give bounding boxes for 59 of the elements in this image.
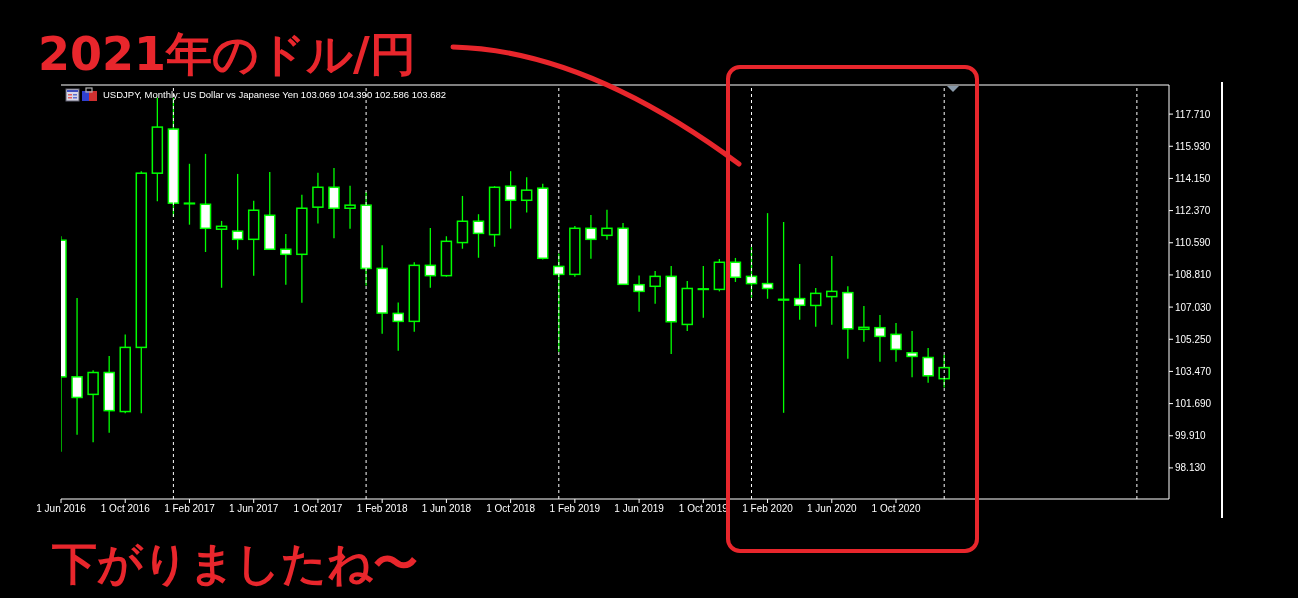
candlestick: [729, 257, 742, 283]
text: 下がりましたね〜: [52, 536, 418, 592]
x-tick-label: 1 Jun 2018: [421, 503, 472, 515]
candlestick: [392, 301, 404, 352]
y-tick-label: 115.930: [1175, 140, 1211, 152]
candlestick: [424, 227, 437, 289]
candlestick: [906, 330, 918, 378]
candlestick: [456, 195, 469, 250]
y-tick-label: 105.250: [1175, 333, 1212, 345]
y-tick-label: 99.910: [1175, 430, 1207, 442]
candlestick: [809, 287, 822, 328]
candlestick: [472, 213, 485, 259]
x-tick-label: 1 Jun 2019: [614, 503, 665, 515]
x-tick-label: 1 Feb 2018: [356, 503, 408, 515]
candlestick: [585, 214, 597, 260]
y-tick-label: 110.590: [1175, 237, 1211, 249]
candlestick: [520, 176, 533, 214]
x-tick-label: 1 Oct 2017: [293, 503, 343, 515]
y-tick-label: 101.690: [1175, 398, 1212, 410]
candlestick: [826, 255, 838, 326]
y-tick-label: 98.130: [1175, 462, 1207, 474]
candlestick: [633, 274, 645, 313]
candlestick: [890, 322, 902, 363]
y-tick-label: 108.810: [1175, 269, 1212, 281]
text: USDJPY, Monthly: US Dollar vs Japanese Yen 103.069 104.390 102.586 103.682: [103, 89, 447, 101]
y-tick-label: 117.710: [1175, 108, 1211, 120]
candlestick: [71, 297, 83, 436]
candlestick: [761, 212, 774, 300]
candlestick: [504, 170, 517, 230]
candlestick: [793, 263, 806, 321]
candlestick: [874, 314, 886, 363]
x-tick-label: 1 Feb 2017: [164, 503, 216, 515]
x-tick-label: 1 Oct 2020: [871, 503, 921, 515]
x-tick-label: 1 Oct 2016: [100, 503, 151, 515]
x-tick-label: 1 Feb 2020: [742, 503, 794, 515]
candlestick: [312, 172, 324, 225]
x-tick-label: 1 Feb 2019: [549, 503, 601, 515]
y-tick-label: 107.030: [1175, 301, 1212, 313]
chart-title: 2021年のドル/円: [38, 26, 416, 82]
candlestick: [649, 270, 661, 305]
y-tick-label: 114.150: [1175, 172, 1211, 184]
candlestick: [697, 265, 710, 319]
candlestick: [601, 209, 613, 241]
y-tick-label: 103.470: [1175, 365, 1212, 377]
candlestick: [344, 185, 356, 230]
y-tick-label: 112.370: [1175, 205, 1211, 217]
x-tick-label: 1 Jun 2017: [228, 503, 279, 515]
x-tick-label: 1 Jun 2016: [36, 503, 87, 515]
candlestick: [328, 167, 340, 239]
candlestick: [215, 220, 228, 289]
candlestick: [922, 347, 934, 384]
x-tick-label: 1 Oct 2018: [486, 503, 536, 515]
candlestick: [777, 221, 790, 414]
candlestick: [183, 163, 196, 226]
candlestick: [280, 233, 292, 286]
candlestick: [231, 173, 244, 251]
candlestick: [87, 369, 99, 443]
x-tick-label: 1 Jun 2020: [807, 503, 857, 515]
candlestick: [858, 305, 870, 343]
